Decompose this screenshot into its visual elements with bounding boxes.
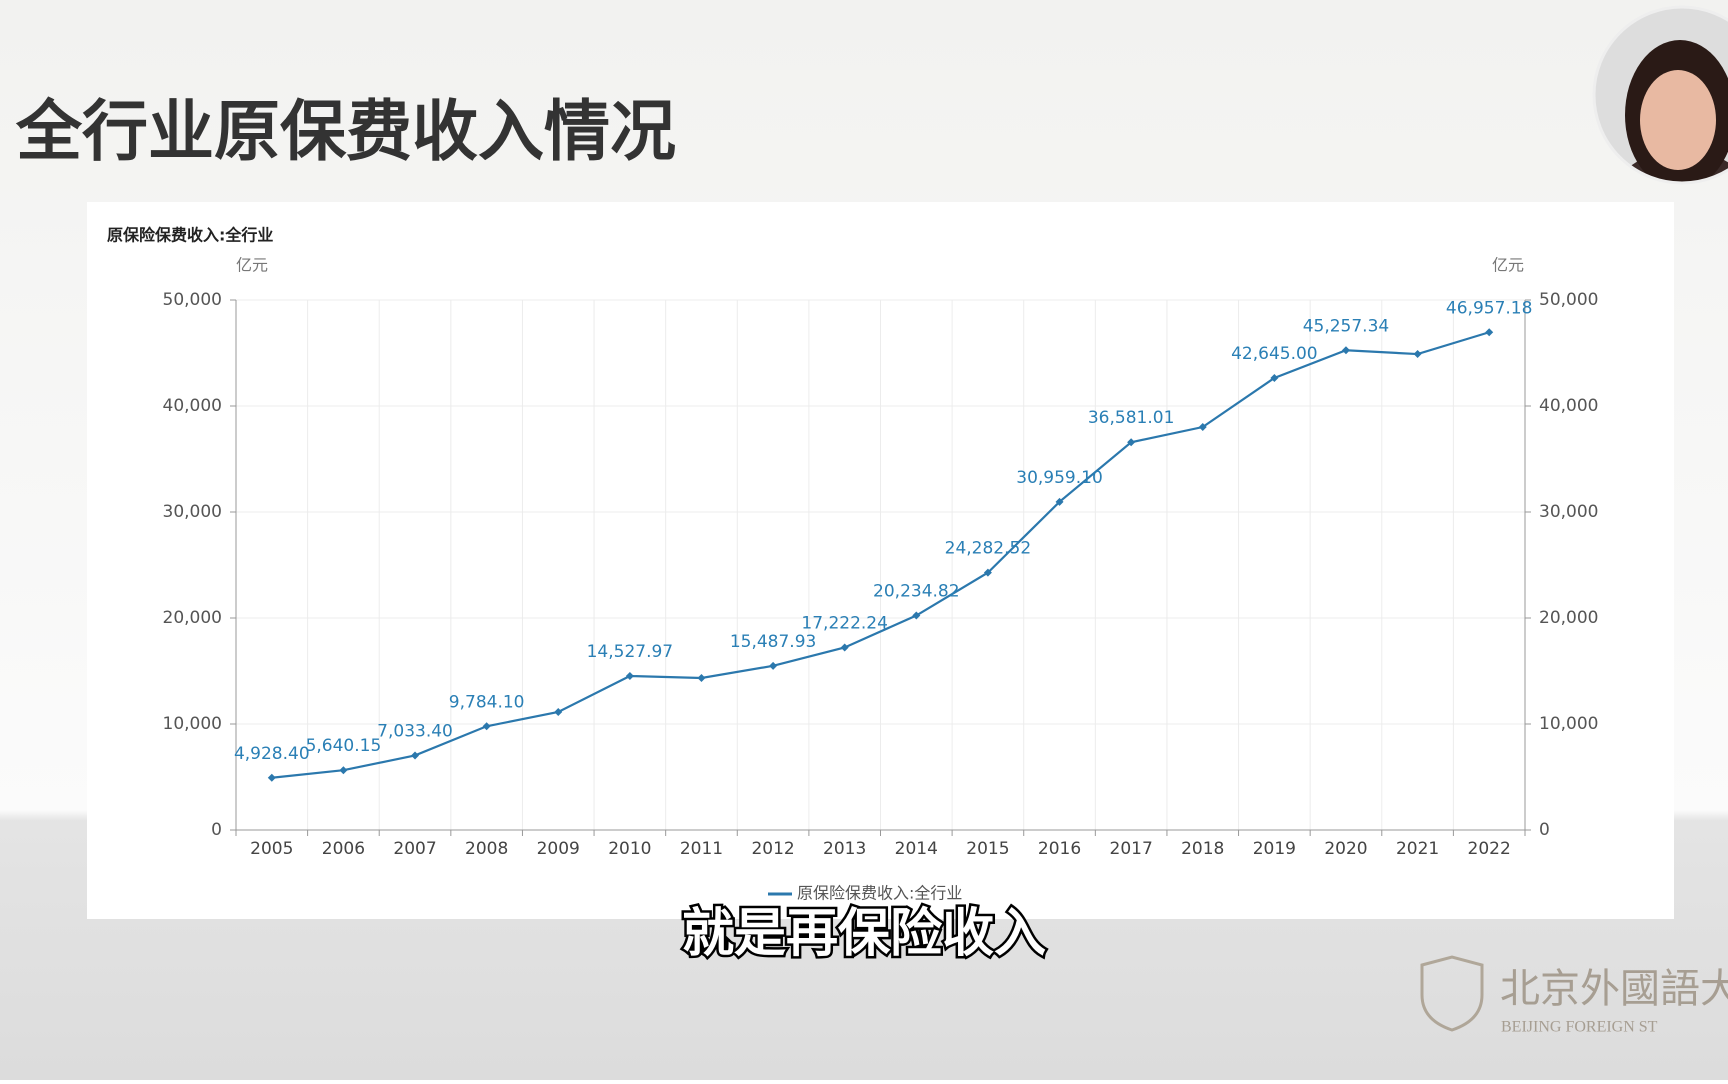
data-point bbox=[411, 751, 420, 760]
x-tick-label: 2013 bbox=[823, 839, 866, 859]
value-label: 24,282.52 bbox=[945, 539, 1032, 559]
value-label: 36,581.01 bbox=[1088, 408, 1175, 428]
x-tick-label: 2006 bbox=[322, 839, 365, 859]
logo-subtext: BEIJING FOREIGN ST bbox=[1501, 1019, 1658, 1036]
value-label: 42,645.00 bbox=[1231, 344, 1318, 364]
x-tick-label: 2005 bbox=[250, 839, 293, 859]
x-tick-label: 2022 bbox=[1468, 839, 1511, 859]
series-line bbox=[271, 331, 1490, 779]
data-point bbox=[267, 773, 276, 782]
x-tick-label: 2010 bbox=[608, 839, 651, 859]
data-point bbox=[1341, 346, 1350, 355]
slide-title: 全行业原保费收入情况 bbox=[15, 93, 676, 170]
caption: 就是再保险收入 bbox=[682, 904, 1046, 964]
value-label: 46,957.18 bbox=[1446, 298, 1533, 318]
value-label: 14,527.97 bbox=[587, 642, 674, 662]
value-label: 5,640.15 bbox=[306, 736, 382, 756]
x-tick-label: 2007 bbox=[393, 839, 436, 859]
y2-tick-label: 50,000 bbox=[1539, 290, 1598, 310]
data-point bbox=[1413, 350, 1422, 359]
x-tick-label: 2019 bbox=[1253, 839, 1296, 859]
data-point bbox=[1270, 373, 1279, 382]
x-tick-label: 2015 bbox=[966, 839, 1009, 859]
data-point bbox=[554, 707, 563, 716]
logo-text: 北京外國語大 bbox=[1500, 966, 1728, 1011]
data-point bbox=[1055, 497, 1064, 506]
y-tick-label: 50,000 bbox=[163, 290, 222, 310]
y-tick-label: 10,000 bbox=[163, 714, 222, 734]
data-point bbox=[339, 766, 348, 775]
y2-tick-label: 30,000 bbox=[1539, 502, 1598, 522]
value-label: 20,234.82 bbox=[873, 582, 960, 602]
data-point bbox=[1127, 438, 1136, 447]
value-label: 17,222.24 bbox=[801, 613, 888, 633]
x-tick-label: 2016 bbox=[1038, 839, 1081, 859]
x-tick-label: 2008 bbox=[465, 839, 508, 859]
data-point bbox=[1198, 423, 1207, 432]
y-unit-label: 亿元 bbox=[236, 256, 268, 275]
data-point bbox=[625, 672, 634, 681]
chart-title: 原保险保费收入:全行业 bbox=[107, 226, 273, 245]
x-tick-label: 2020 bbox=[1324, 839, 1367, 859]
value-label: 45,257.34 bbox=[1303, 316, 1390, 336]
y-tick-label: 0 bbox=[211, 820, 222, 840]
data-point bbox=[1485, 328, 1494, 337]
data-point bbox=[697, 674, 706, 683]
value-label: 4,928.40 bbox=[234, 744, 310, 764]
y2-tick-label: 10,000 bbox=[1539, 714, 1598, 734]
data-point bbox=[912, 611, 921, 620]
y2-unit-label: 亿元 bbox=[1492, 256, 1524, 275]
y-tick-label: 30,000 bbox=[163, 502, 222, 522]
x-tick-label: 2011 bbox=[680, 839, 723, 859]
y-tick-label: 40,000 bbox=[163, 396, 222, 416]
value-label: 9,784.10 bbox=[449, 692, 525, 712]
data-point bbox=[840, 643, 849, 652]
value-label: 15,487.93 bbox=[730, 632, 817, 652]
x-tick-label: 2017 bbox=[1110, 839, 1153, 859]
value-label: 30,959.10 bbox=[1016, 468, 1103, 488]
webcam-face bbox=[1640, 70, 1716, 170]
data-point bbox=[983, 568, 992, 577]
value-label: 7,033.40 bbox=[377, 721, 453, 741]
y-tick-label: 20,000 bbox=[163, 608, 222, 628]
logo-emblem bbox=[1420, 955, 1484, 1032]
y2-tick-label: 40,000 bbox=[1539, 396, 1598, 416]
y2-tick-label: 20,000 bbox=[1539, 608, 1598, 628]
x-tick-label: 2012 bbox=[751, 839, 794, 859]
data-point bbox=[769, 661, 778, 670]
x-tick-label: 2014 bbox=[895, 839, 938, 859]
legend-label: 原保险保费收入:全行业 bbox=[797, 884, 962, 903]
x-tick-label: 2021 bbox=[1396, 839, 1439, 859]
webcam-border bbox=[1592, 5, 1728, 185]
y2-tick-label: 0 bbox=[1539, 820, 1550, 840]
x-tick-label: 2018 bbox=[1181, 839, 1224, 859]
x-tick-label: 2009 bbox=[537, 839, 580, 859]
data-point bbox=[482, 722, 491, 731]
logo: 北京外國語大 BEIJING FOREIGN ST bbox=[1420, 955, 1728, 1036]
